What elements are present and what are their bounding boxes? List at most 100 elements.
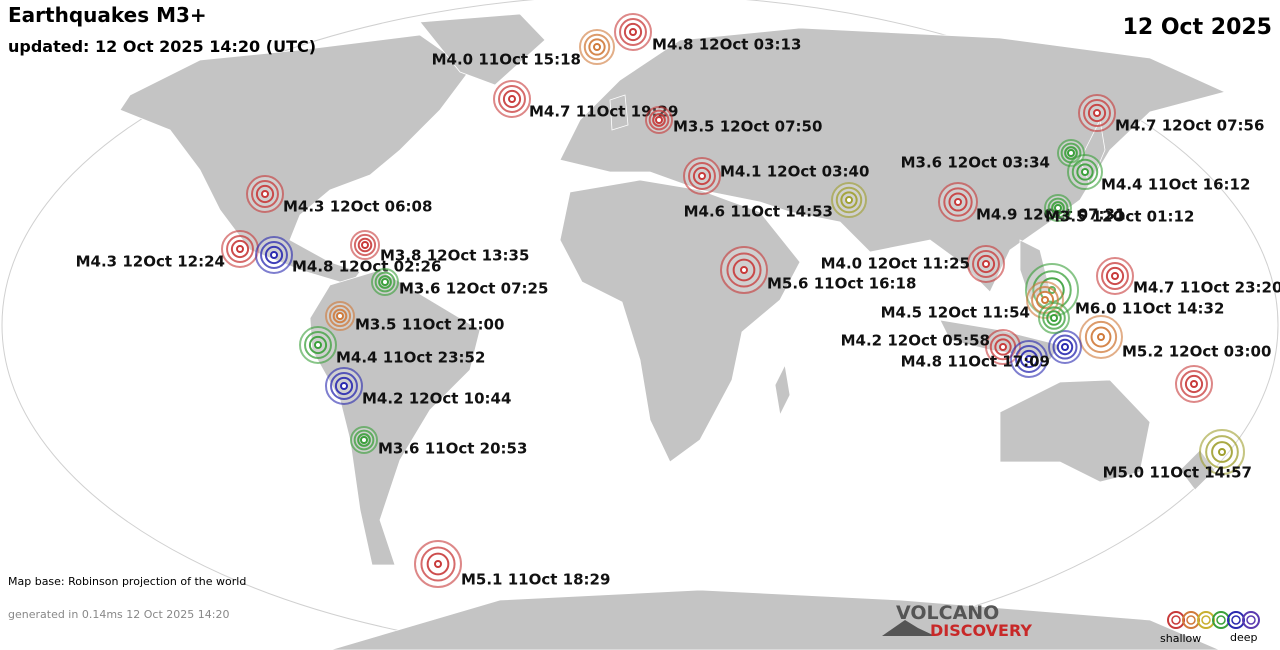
ring — [1019, 349, 1039, 369]
ring — [353, 233, 377, 257]
ring — [328, 304, 352, 328]
quake-marker — [1175, 365, 1213, 403]
ring — [994, 338, 1012, 356]
epicenter — [1067, 149, 1075, 157]
legend-ring — [1216, 615, 1226, 625]
ring — [1052, 334, 1078, 360]
map-base: Map base: Robinson projection of the wor… — [8, 575, 246, 588]
ring — [426, 552, 450, 576]
ring — [1205, 435, 1239, 469]
ring — [1084, 320, 1118, 354]
logo-bottom: DISCOVERY — [930, 621, 1032, 640]
quake-marker — [614, 13, 652, 51]
ring — [1090, 326, 1112, 348]
legend-ring — [1167, 611, 1185, 629]
ring — [1076, 163, 1094, 181]
quake-marker — [350, 230, 380, 260]
ring — [374, 271, 396, 293]
quake-label: M4.3 12Oct 12:24 — [76, 253, 225, 271]
ring — [357, 237, 373, 253]
epicenter — [982, 260, 990, 268]
legend-ring — [1246, 615, 1256, 625]
ring — [308, 335, 328, 355]
ring — [1064, 146, 1078, 160]
ring — [264, 245, 284, 265]
quake-label: M3.5 11Oct 21:00 — [355, 316, 504, 334]
quake-marker — [1096, 257, 1134, 295]
ring — [1083, 99, 1111, 127]
legend-ring — [1242, 611, 1260, 629]
ring — [353, 429, 375, 451]
quake-marker — [325, 367, 363, 405]
ring — [1046, 310, 1062, 326]
epicenter — [1054, 204, 1062, 212]
ring — [1071, 158, 1099, 186]
quake-label: M3.6 12Oct 03:34 — [901, 154, 1050, 172]
legend-deep: deep — [1230, 631, 1258, 644]
quake-marker — [1044, 194, 1072, 222]
quake-label: M4.7 12Oct 07:56 — [1115, 117, 1264, 135]
land — [119, 13, 1227, 650]
quake-marker — [255, 236, 293, 274]
ring — [498, 85, 526, 113]
quake-marker — [1078, 94, 1116, 132]
date: 12 Oct 2025 — [1123, 15, 1272, 40]
quake-marker — [1067, 154, 1103, 190]
ring — [1015, 345, 1043, 373]
quake-label: M3.6 11Oct 20:53 — [378, 440, 527, 458]
epicenter — [236, 245, 244, 253]
ring — [378, 275, 392, 289]
epicenter — [629, 28, 637, 36]
legend-ring — [1212, 611, 1230, 629]
epicenter — [999, 343, 1007, 351]
quake-label: M4.0 11Oct 15:18 — [432, 51, 581, 69]
quake-label: M3.6 12Oct 07:25 — [399, 280, 548, 298]
ring — [260, 241, 288, 269]
ring — [1047, 197, 1069, 219]
quake-marker — [350, 426, 378, 454]
quake-marker — [1057, 139, 1085, 167]
quake-marker — [683, 157, 721, 195]
quake-label: M6.0 11Oct 14:32 — [1075, 300, 1224, 318]
ring — [1051, 201, 1065, 215]
quake-label: M3.5 12Oct 07:50 — [673, 118, 822, 136]
ring — [732, 258, 756, 282]
ring — [943, 187, 973, 217]
quake-label: M4.4 11Oct 16:12 — [1101, 176, 1250, 194]
quake-label: M3.8 12Oct 13:35 — [380, 247, 529, 265]
legend-shallow: shallow — [1160, 632, 1201, 645]
legend-ring — [1201, 615, 1211, 625]
ring — [255, 184, 275, 204]
epicenter — [845, 196, 853, 204]
ring — [1184, 374, 1204, 394]
quake-marker — [579, 29, 615, 65]
legend — [1167, 611, 1260, 629]
quake-label: M4.3 12Oct 06:08 — [283, 198, 432, 216]
ring — [835, 186, 863, 214]
ring — [332, 308, 348, 324]
epicenter — [340, 382, 348, 390]
quake-marker — [720, 246, 768, 294]
quake-label: M4.1 12Oct 03:40 — [720, 163, 869, 181]
quake-marker — [831, 182, 867, 218]
ring — [304, 331, 332, 359]
ring — [840, 191, 858, 209]
epicenter — [1081, 168, 1089, 176]
epicenter — [360, 436, 368, 444]
epicenter — [740, 266, 748, 274]
epicenter — [593, 43, 601, 51]
ring — [230, 239, 250, 259]
epicenter — [1097, 333, 1105, 341]
epicenter — [1050, 314, 1058, 322]
quake-label: M4.8 12Oct 03:13 — [652, 36, 801, 54]
ring — [334, 376, 354, 396]
quake-marker — [1010, 340, 1048, 378]
ring — [972, 250, 1000, 278]
quake-label: M4.4 11Oct 23:52 — [336, 349, 485, 367]
quake-label: M5.2 12Oct 03:00 — [1122, 343, 1271, 361]
quake-marker — [1048, 330, 1082, 364]
quake-label: M4.2 12Oct 10:44 — [362, 390, 511, 408]
epicenter — [1218, 448, 1226, 456]
title: Earthquakes M3+ — [8, 3, 207, 27]
